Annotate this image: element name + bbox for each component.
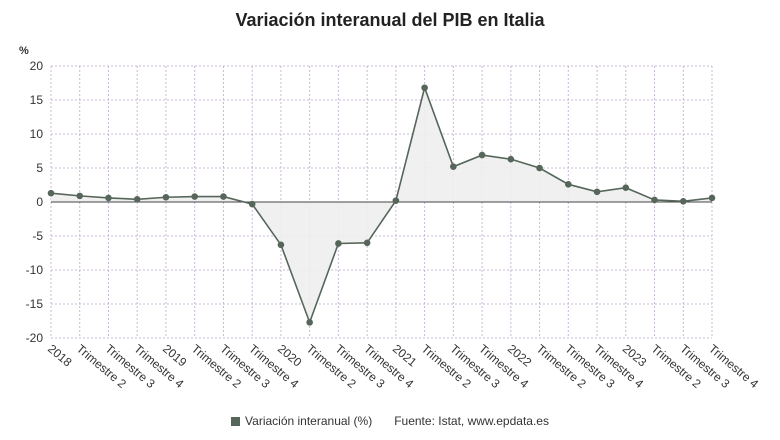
chart-title: Variación interanual del PIB en Italia (235, 10, 545, 30)
series-area (51, 87, 712, 323)
data-point (565, 181, 572, 188)
x-tick-label: 2018 (45, 342, 75, 370)
y-tick-label: -5 (32, 229, 43, 243)
area-layer (51, 87, 712, 323)
source-label: Fuente: Istat, www.epdata.es (394, 414, 549, 428)
data-point (306, 319, 313, 326)
data-point (536, 164, 543, 172)
series-line (50, 85, 713, 325)
data-point (335, 240, 342, 247)
data-point (220, 193, 227, 200)
data-point (478, 151, 486, 159)
y-tick-label: -20 (26, 331, 44, 345)
data-point (392, 197, 400, 204)
data-point (105, 194, 112, 202)
data-point (47, 189, 55, 197)
y-axis-unit-label: % (19, 45, 29, 57)
y-tick-label: 20 (30, 59, 44, 73)
y-tick-label: 15 (30, 93, 44, 107)
data-point (421, 84, 428, 92)
data-point (248, 200, 256, 208)
data-point (162, 193, 170, 201)
data-point (708, 194, 716, 202)
data-point (133, 195, 141, 203)
legend: Variación interanual (%) Fuente: Istat, w… (0, 414, 780, 428)
data-point (679, 198, 687, 205)
data-point (450, 163, 457, 170)
y-tick-label: -10 (26, 263, 44, 277)
data-point (622, 184, 630, 192)
legend-swatch (231, 417, 241, 426)
point-layer (47, 84, 716, 326)
data-point (593, 188, 601, 196)
data-point (363, 239, 371, 247)
data-point (277, 241, 285, 249)
series-line-layer (50, 85, 713, 325)
y-tick-label: 0 (36, 195, 43, 209)
data-point (507, 155, 515, 163)
y-tick-label: 10 (30, 127, 44, 141)
legend-series-label: Variación interanual (%) (245, 414, 373, 428)
data-point (651, 196, 658, 204)
y-tick-label: 5 (36, 161, 43, 175)
y-tick-label: -15 (26, 297, 44, 311)
data-point (76, 192, 84, 200)
data-point (191, 193, 198, 200)
